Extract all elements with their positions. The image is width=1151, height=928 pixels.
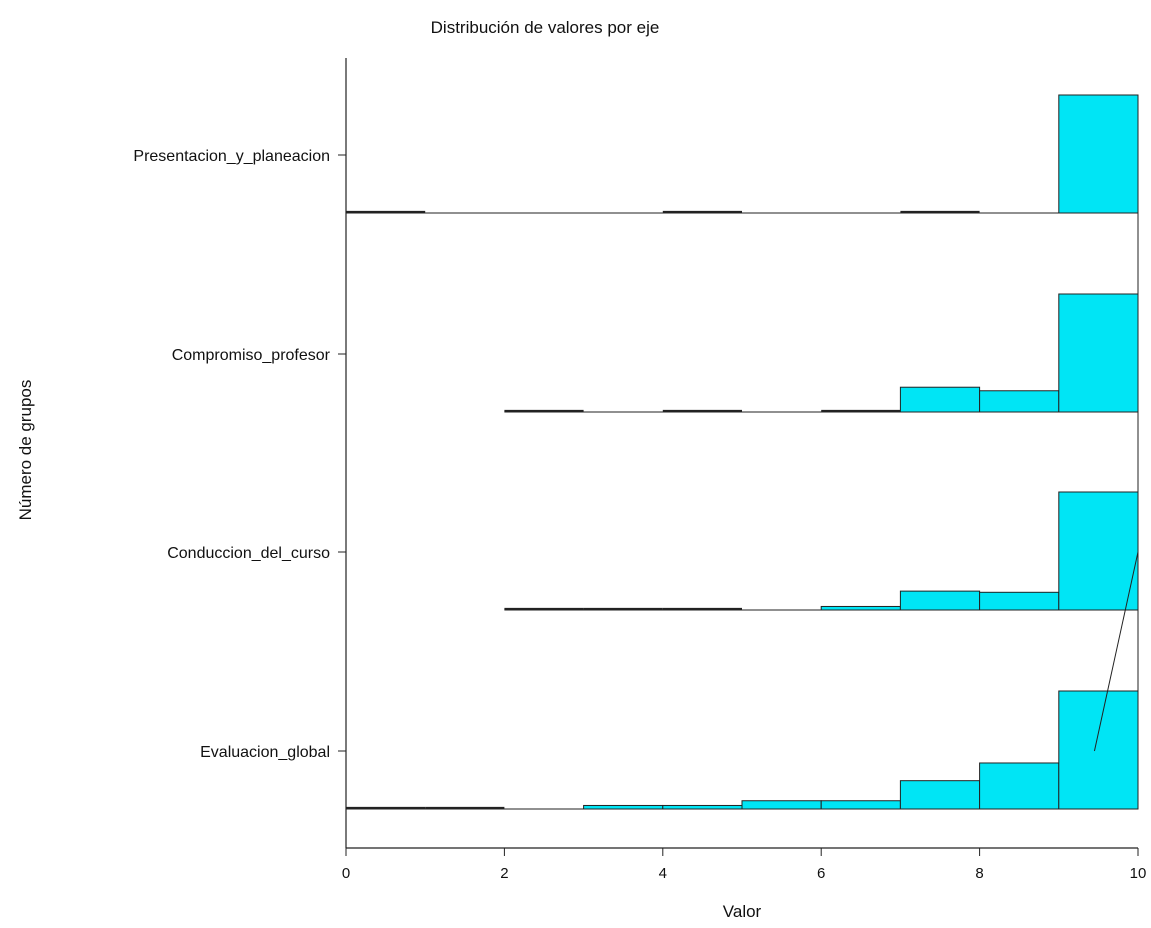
bar bbox=[899, 780, 981, 810]
bar bbox=[820, 800, 901, 810]
x-tick-label: 2 bbox=[500, 865, 508, 882]
x-tick-label: 8 bbox=[975, 865, 983, 882]
x-axis-label: Valor bbox=[722, 902, 762, 921]
x-tick-label: 4 bbox=[659, 865, 667, 882]
y-tick-label: Compromiso_profesor bbox=[172, 347, 331, 364]
bar bbox=[899, 590, 981, 611]
x-tick-label: 0 bbox=[342, 865, 350, 882]
bar bbox=[979, 762, 1060, 810]
bar bbox=[1058, 690, 1139, 810]
bar bbox=[662, 804, 743, 810]
chart-title: Distribución de valores por eje bbox=[430, 18, 660, 37]
bar bbox=[899, 386, 981, 413]
bar bbox=[1058, 293, 1139, 413]
bar bbox=[1058, 491, 1139, 611]
bar bbox=[979, 390, 1060, 413]
bar bbox=[583, 804, 664, 810]
y-tick-label: Presentacion_y_planeacion bbox=[133, 148, 330, 165]
bar bbox=[820, 605, 901, 611]
bar bbox=[979, 591, 1060, 611]
bar bbox=[1058, 94, 1139, 214]
y-tick-label: Conduccion_del_curso bbox=[167, 545, 330, 562]
x-tick-label: 10 bbox=[1130, 865, 1147, 882]
annotation-line bbox=[1093, 551, 1139, 752]
bar bbox=[741, 800, 822, 810]
y-tick-label: Evaluacion_global bbox=[200, 744, 330, 761]
x-tick-label: 6 bbox=[817, 865, 825, 882]
